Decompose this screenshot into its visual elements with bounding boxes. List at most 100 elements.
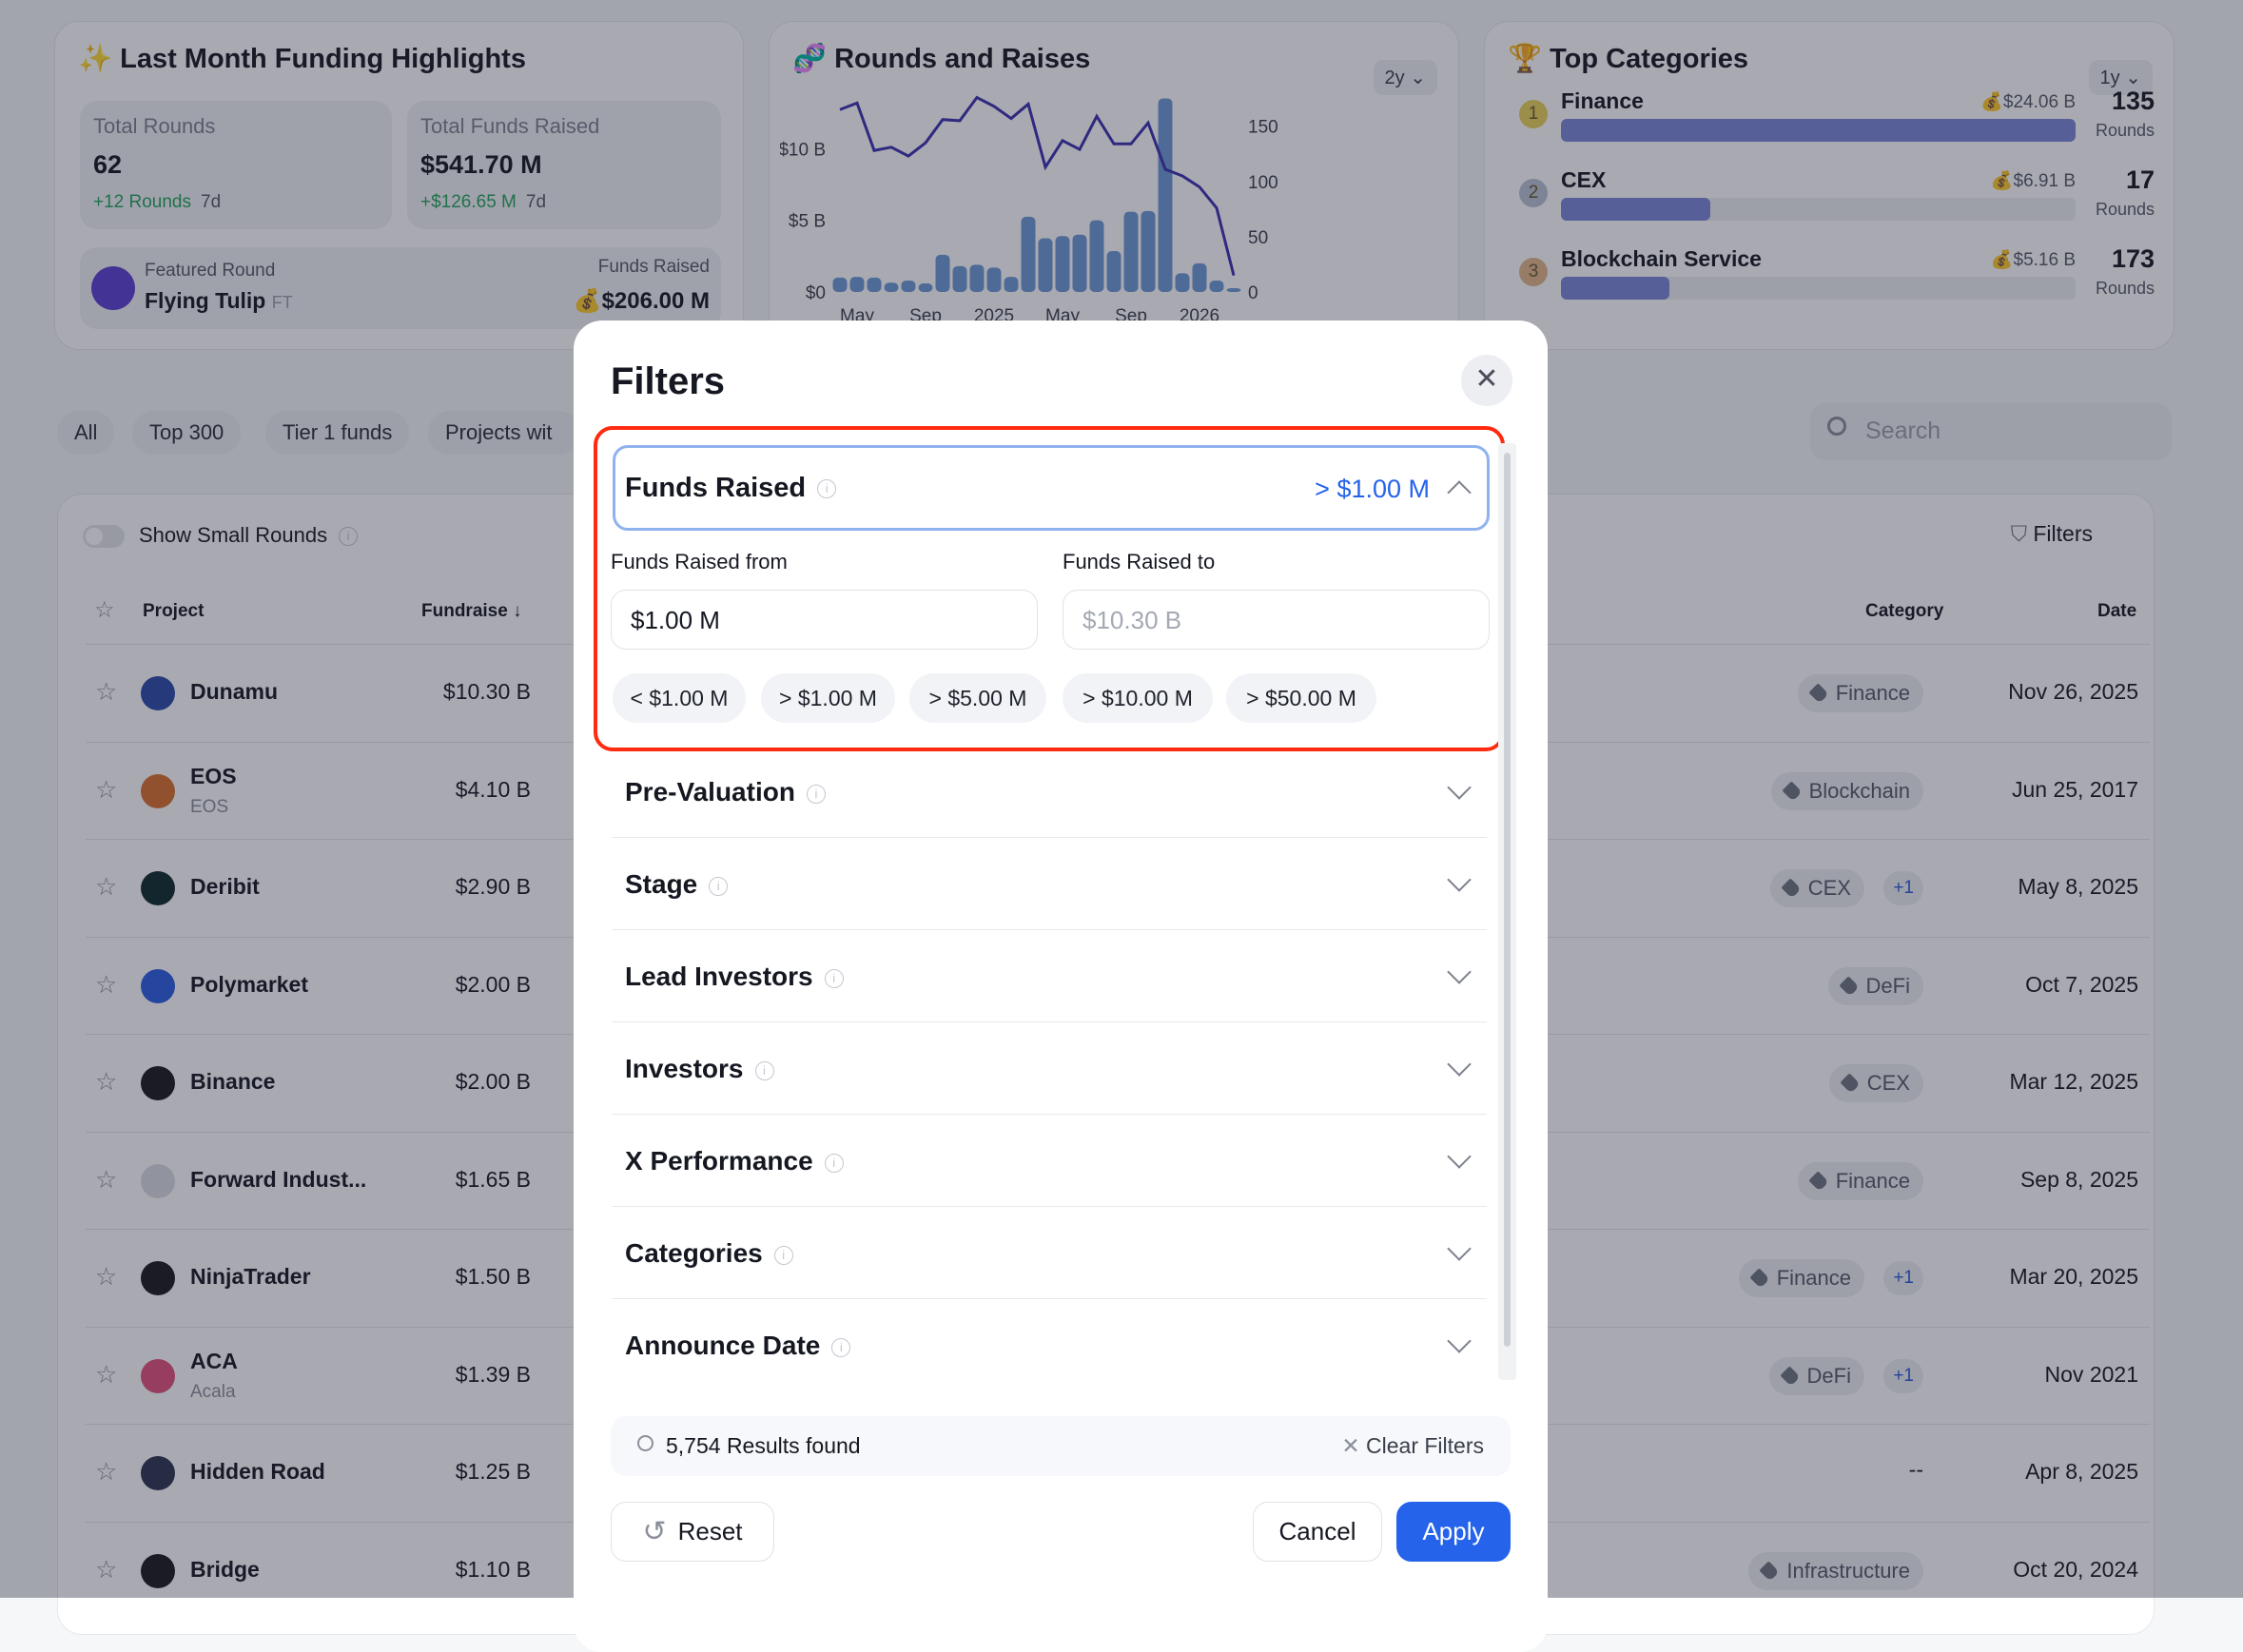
category-tag[interactable]: DeFi bbox=[1768, 1356, 1864, 1395]
period-dropdown[interactable]: 2y ⌄ bbox=[1373, 60, 1437, 95]
star-icon[interactable]: ☆ bbox=[95, 1067, 118, 1096]
filter-section[interactable]: X Performance i bbox=[612, 1116, 1487, 1207]
quick-range-chip[interactable]: > $1.00 M bbox=[761, 673, 895, 723]
filter-section[interactable]: Categories i bbox=[612, 1208, 1487, 1299]
reset-button[interactable]: ↺ Reset bbox=[611, 1502, 774, 1562]
table-row[interactable]: ☆ Hidden Road $1.25 B -- Apr 8, 2025 bbox=[86, 1424, 2150, 1521]
project-logo bbox=[141, 1358, 175, 1393]
star-icon[interactable]: ☆ bbox=[95, 872, 118, 901]
bar bbox=[1192, 262, 1207, 292]
info-icon: i bbox=[754, 1060, 774, 1080]
project-name[interactable]: EOS bbox=[190, 763, 237, 788]
funds-raised-header[interactable]: Funds Raised i > $1.00 M bbox=[613, 445, 1490, 531]
category-tag[interactable]: CEX bbox=[1828, 1064, 1923, 1102]
close-button[interactable]: ✕ bbox=[1461, 355, 1512, 406]
category-tag[interactable]: Infrastructure bbox=[1748, 1551, 1923, 1590]
filter-section[interactable]: Lead Investors i bbox=[612, 931, 1487, 1022]
table-row[interactable]: ☆ Forward Indust... $1.65 B Finance Sep … bbox=[86, 1131, 2150, 1229]
reset-icon: ↺ bbox=[642, 1516, 667, 1547]
fundraise-amount: $1.65 B bbox=[455, 1166, 531, 1192]
column-fundraise[interactable]: Fundraise ↓ bbox=[421, 601, 522, 621]
filter-section[interactable]: Investors i bbox=[612, 1023, 1487, 1115]
show-small-rounds-toggle[interactable] bbox=[83, 525, 125, 548]
project-name[interactable]: NinjaTrader bbox=[190, 1264, 311, 1289]
featured-round[interactable]: Featured Round Flying Tulip FT Funds Rai… bbox=[80, 247, 721, 329]
filter-chip[interactable]: Projects wit bbox=[428, 411, 580, 455]
category-bar-track bbox=[1561, 277, 2076, 300]
fundraise-amount: $2.00 B bbox=[455, 971, 531, 997]
star-icon[interactable]: ☆ bbox=[95, 969, 118, 999]
chevron-down-icon: ⌄ bbox=[1410, 68, 1426, 88]
column-category[interactable]: Category bbox=[1865, 601, 1944, 621]
project-name[interactable]: Hidden Road bbox=[190, 1459, 325, 1484]
category-tag[interactable]: Finance bbox=[1797, 674, 1923, 712]
right-tick-label: 50 bbox=[1248, 228, 1268, 248]
category-tag[interactable]: Finance bbox=[1797, 1161, 1923, 1200]
clear-filters-button[interactable]: ✕ Clear Filters bbox=[1341, 1433, 1484, 1458]
category-tag[interactable]: Finance bbox=[1738, 1259, 1864, 1297]
search-input[interactable]: Search bbox=[1810, 403, 2172, 460]
round-date: Oct 20, 2024 bbox=[2013, 1556, 2138, 1582]
cancel-button[interactable]: Cancel bbox=[1253, 1502, 1382, 1562]
modal-scrollbar[interactable] bbox=[1498, 443, 1516, 1380]
quick-range-chip[interactable]: > $5.00 M bbox=[909, 673, 1046, 723]
project-name[interactable]: Dunamu bbox=[190, 679, 278, 704]
filter-chip[interactable]: Tier 1 funds bbox=[265, 411, 410, 455]
category-item[interactable]: 1 Finance 💰$24.06 B 135 Rounds bbox=[1485, 79, 2175, 155]
category-item[interactable]: 3 Blockchain Service 💰$5.16 B 173 Rounds bbox=[1485, 237, 2175, 313]
fundraise-amount: $1.39 B bbox=[455, 1361, 531, 1387]
filter-section[interactable]: Pre-Valuation i bbox=[612, 747, 1487, 838]
category-name: Blockchain Service bbox=[1561, 246, 1762, 271]
category-tag[interactable]: Blockchain bbox=[1770, 771, 1923, 810]
filter-chip[interactable]: All bbox=[57, 411, 115, 455]
more-categories-badge[interactable]: +1 bbox=[1883, 871, 1923, 905]
chevron-down-icon bbox=[1447, 1236, 1472, 1261]
project-name[interactable]: Binance bbox=[190, 1069, 276, 1094]
project-name[interactable]: Forward Indust... bbox=[190, 1166, 367, 1192]
bar bbox=[1123, 211, 1139, 292]
column-date[interactable]: Date bbox=[2097, 601, 2137, 621]
filters-button[interactable]: ⛉ Filters bbox=[2010, 521, 2093, 546]
filter-chip[interactable]: Top 300 bbox=[132, 411, 242, 455]
funds-from-input[interactable]: $1.00 M bbox=[611, 590, 1038, 650]
rank-badge: 2 bbox=[1519, 179, 1548, 207]
bar bbox=[1141, 210, 1156, 292]
star-icon[interactable]: ☆ bbox=[95, 774, 118, 804]
category-count: 135 bbox=[2111, 87, 2155, 115]
star-icon[interactable]: ☆ bbox=[95, 1554, 118, 1584]
quick-range-chip[interactable]: < $1.00 M bbox=[613, 673, 746, 723]
project-name[interactable]: ACA bbox=[190, 1348, 238, 1373]
bar bbox=[1038, 238, 1053, 292]
period-dropdown[interactable]: 1y ⌄ bbox=[2088, 60, 2153, 95]
project-name[interactable]: Bridge bbox=[190, 1556, 260, 1582]
fundraise-amount: $2.90 B bbox=[455, 874, 531, 899]
star-icon[interactable]: ☆ bbox=[95, 1457, 118, 1486]
fundraise-amount: $1.50 B bbox=[455, 1264, 531, 1289]
category-tag[interactable]: DeFi bbox=[1827, 966, 1923, 1005]
quick-range-chip[interactable]: > $50.00 M bbox=[1226, 673, 1376, 723]
star-icon[interactable]: ☆ bbox=[95, 677, 118, 706]
column-project[interactable]: Project bbox=[143, 601, 205, 621]
more-categories-badge[interactable]: +1 bbox=[1883, 1261, 1923, 1295]
favorite-header-icon: ☆ bbox=[94, 597, 115, 623]
bar bbox=[1106, 251, 1122, 292]
more-categories-badge[interactable]: +1 bbox=[1883, 1358, 1923, 1393]
quick-range-chip[interactable]: > $10.00 M bbox=[1063, 673, 1213, 723]
filter-section[interactable]: Stage i bbox=[612, 839, 1487, 930]
star-icon[interactable]: ☆ bbox=[95, 1262, 118, 1291]
category-item[interactable]: 2 CEX 💰$6.91 B 17 Rounds bbox=[1485, 158, 2175, 234]
funds-to-input[interactable]: $10.30 B bbox=[1063, 590, 1490, 650]
fundraise-amount: $2.00 B bbox=[455, 1069, 531, 1094]
table-row[interactable]: ☆ Dunamu $10.30 B Finance Nov 26, 2025 bbox=[86, 644, 2150, 741]
rounds-line bbox=[839, 95, 1236, 276]
category-tag[interactable]: CEX bbox=[1769, 869, 1864, 907]
apply-button[interactable]: Apply bbox=[1396, 1502, 1511, 1562]
category-empty: -- bbox=[1908, 1457, 1923, 1482]
rank-badge: 3 bbox=[1519, 258, 1548, 286]
star-icon[interactable]: ☆ bbox=[95, 1359, 118, 1389]
star-icon[interactable]: ☆ bbox=[95, 1164, 118, 1194]
project-name[interactable]: Polymarket bbox=[190, 971, 309, 997]
project-name[interactable]: Deribit bbox=[190, 874, 260, 899]
filter-section[interactable]: Announce Date i bbox=[612, 1300, 1487, 1391]
info-icon: i bbox=[824, 968, 844, 988]
